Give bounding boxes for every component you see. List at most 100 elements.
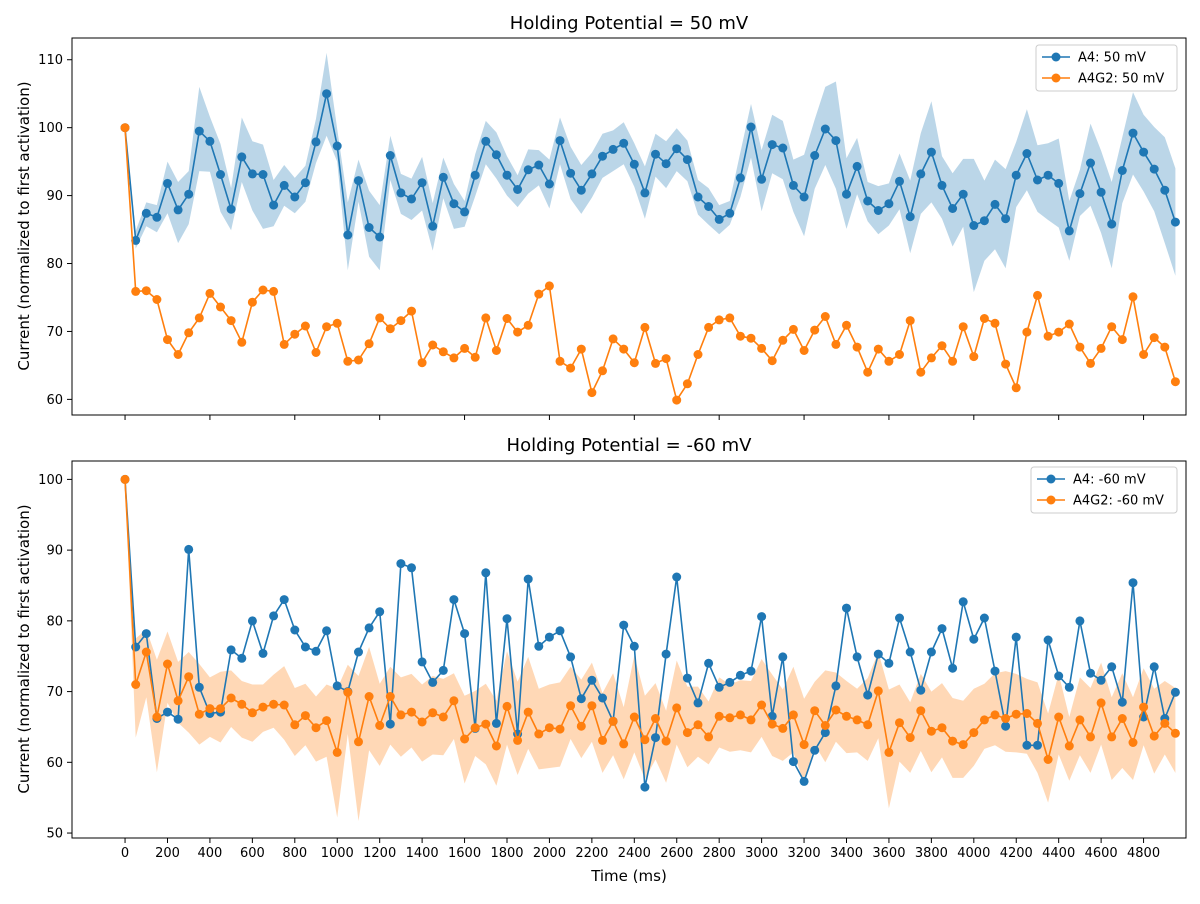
data-point-top-s1-100 (141, 286, 151, 296)
data-point-bottom-s1-1350 (407, 707, 416, 717)
data-point-bottom-s0-4450 (1064, 682, 1074, 692)
data-point-bottom-s0-4550 (1086, 668, 1095, 678)
data-point-bottom-s1-3850 (937, 723, 947, 733)
data-point-top-s0-4550 (1086, 158, 1095, 168)
data-point-bottom-s0-2700 (693, 698, 703, 708)
data-point-top-s1-3250 (810, 325, 820, 335)
markers-bottom-a4g2-60-mv (120, 474, 1180, 764)
data-point-top-s1-3000 (757, 343, 767, 353)
data-point-bottom-s1-2150 (576, 721, 586, 731)
data-point-bottom-s0-4150 (1001, 721, 1011, 731)
data-point-top-s1-700 (269, 286, 279, 296)
data-point-top-s0-750 (279, 180, 289, 190)
data-point-top-s0-1650 (470, 170, 480, 180)
data-point-bottom-s0-3150 (788, 757, 798, 767)
data-point-top-s1-4850 (1149, 333, 1159, 343)
data-point-top-s0-3150 (788, 180, 798, 190)
data-point-top-s1-1150 (364, 339, 374, 349)
data-point-top-s1-1500 (438, 347, 448, 357)
data-point-bottom-s1-2300 (608, 716, 618, 726)
data-point-bottom-s1-900 (311, 723, 321, 733)
data-point-bottom-s1-3600 (884, 747, 894, 757)
y-axis-label-top: Current (normalized to first activation) (15, 81, 33, 370)
data-point-bottom-s1-500 (226, 693, 236, 703)
x-tick-label-bottom-800: 800 (282, 846, 307, 861)
data-point-top-s1-4300 (1033, 290, 1042, 300)
data-point-top-s0-2250 (598, 151, 607, 161)
data-point-bottom-s0-600 (247, 616, 257, 626)
data-point-bottom-s1-2500 (651, 714, 660, 723)
data-point-bottom-s0-3100 (778, 652, 788, 662)
data-point-top-s0-1500 (438, 172, 448, 182)
data-point-top-s1-4450 (1064, 319, 1074, 329)
data-point-top-s0-4300 (1033, 175, 1042, 185)
data-point-bottom-s0-2750 (704, 658, 714, 668)
data-point-top-s1-1850 (513, 327, 523, 337)
data-point-bottom-s1-2800 (714, 711, 724, 721)
data-point-top-s0-4400 (1054, 178, 1064, 188)
data-point-bottom-s0-1700 (481, 568, 491, 578)
data-point-top-s1-2400 (629, 358, 639, 368)
data-point-bottom-s1-750 (279, 700, 289, 710)
data-point-top-s0-3450 (852, 161, 862, 171)
data-point-top-s0-1100 (354, 176, 363, 186)
data-point-bottom-s0-1350 (407, 563, 416, 573)
data-point-top-s0-650 (258, 170, 268, 179)
data-point-top-s0-3400 (842, 189, 851, 199)
legend-marker-bottom-0 (1046, 474, 1056, 484)
x-tick-label-bottom-4200: 4200 (1000, 846, 1033, 861)
data-point-top-s0-1450 (428, 221, 438, 231)
x-tick-label-bottom-3600: 3600 (872, 846, 905, 861)
data-point-bottom-s0-3200 (799, 776, 809, 786)
data-point-top-s1-3550 (873, 344, 883, 354)
y-tick-label-bottom-60: 60 (46, 756, 63, 771)
data-point-top-s0-2950 (746, 122, 756, 132)
x-tick-label-bottom-400: 400 (198, 846, 223, 861)
data-point-bottom-s1-50 (131, 680, 141, 689)
data-point-top-s0-2300 (608, 144, 618, 154)
data-point-bottom-s1-3900 (948, 736, 958, 746)
series-line-bottom-a4-60-mv (124, 479, 1177, 788)
data-point-bottom-s1-250 (173, 696, 183, 706)
data-point-bottom-s1-350 (194, 709, 204, 719)
y-tick-label-top-80: 80 (46, 257, 63, 272)
data-point-top-s1-1400 (417, 358, 427, 368)
data-point-top-s0-4200 (1011, 170, 1021, 180)
data-point-top-s1-3050 (767, 356, 777, 366)
data-point-top-s0-4050 (979, 216, 989, 226)
data-point-bottom-s1-3550 (873, 686, 883, 696)
data-point-top-s0-2850 (725, 208, 735, 218)
data-point-bottom-s1-4050 (979, 715, 989, 725)
x-tick-label-bottom-2600: 2600 (660, 846, 693, 861)
x-tick-label-bottom-200: 200 (155, 846, 180, 861)
data-point-top-s1-4500 (1075, 342, 1085, 352)
data-point-bottom-s1-1250 (385, 692, 395, 701)
plot-frame-top (71, 37, 1187, 416)
data-point-top-s1-0 (120, 123, 130, 133)
data-point-top-s1-800 (290, 329, 300, 339)
data-point-top-s1-550 (237, 337, 247, 347)
data-point-bottom-s1-600 (247, 708, 257, 718)
data-point-top-s0-2200 (587, 169, 597, 179)
data-point-bottom-s1-2850 (725, 713, 735, 723)
data-point-top-s1-750 (279, 339, 289, 349)
data-point-top-s1-1700 (481, 313, 491, 323)
data-point-bottom-s1-850 (300, 711, 310, 721)
data-point-top-s0-3300 (820, 124, 830, 134)
series-line-top-a4-50-mv (124, 92, 1177, 242)
data-point-top-s0-4450 (1064, 226, 1074, 236)
data-point-top-s0-3600 (884, 199, 894, 209)
data-point-bottom-s1-2200 (587, 701, 597, 711)
data-point-bottom-s1-3100 (778, 723, 788, 733)
data-point-bottom-s1-4800 (1139, 702, 1149, 712)
data-point-bottom-s0-4300 (1033, 740, 1042, 750)
data-point-top-s1-3700 (905, 316, 915, 326)
data-point-bottom-s0-2650 (682, 673, 692, 683)
data-point-bottom-s1-3450 (852, 715, 862, 725)
data-point-bottom-s0-1150 (364, 623, 374, 633)
data-point-top-s1-2300 (608, 334, 618, 344)
data-point-bottom-s0-2850 (725, 677, 735, 687)
data-point-bottom-s0-650 (258, 648, 268, 658)
